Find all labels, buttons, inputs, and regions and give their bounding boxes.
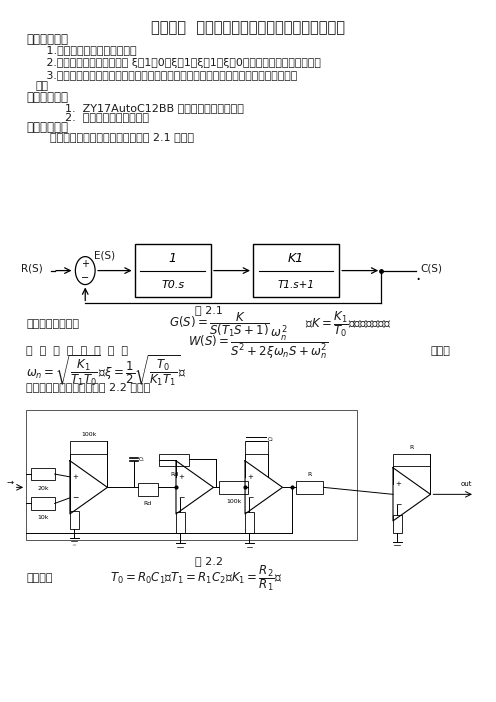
Text: 其  闭  环  传  递  函  数  为: 其 闭 环 传 递 函 数 为: [26, 346, 128, 356]
Text: 取二阶系统的模拟电路如图 2.2 所示：: 取二阶系统的模拟电路如图 2.2 所示：: [26, 383, 150, 392]
FancyBboxPatch shape: [70, 441, 108, 453]
Text: 2.研究二阶系统分别工作在 ξ＝1，0＜ξ＜1，ξ＞1，ξ＝0等几种状态下的阶跃响应。: 2.研究二阶系统分别工作在 ξ＝1，0＜ξ＜1，ξ＞1，ξ＝0等几种状态下的阶跃…: [36, 58, 321, 68]
Text: −: −: [179, 494, 185, 503]
Text: 1: 1: [169, 251, 177, 265]
Text: $\omega_n = \sqrt{\dfrac{K_1}{T_1T_0}}$，$\xi = \dfrac{1}{2}\sqrt{\dfrac{T_0}{K_1: $\omega_n = \sqrt{\dfrac{K_1}{T_1T_0}}$，…: [26, 353, 186, 388]
Text: ，其中: ，其中: [431, 346, 450, 356]
Text: 实验室二  二阶系统的阶跃响应及稳定性分析实验: 实验室二 二阶系统的阶跃响应及稳定性分析实验: [151, 20, 345, 35]
FancyBboxPatch shape: [393, 515, 402, 533]
Text: 二、实验内容: 二、实验内容: [26, 91, 68, 104]
Text: 四、实验原理: 四、实验原理: [26, 121, 68, 134]
Text: 图 2.2: 图 2.2: [194, 556, 223, 566]
Text: +: +: [81, 258, 89, 269]
Text: +: +: [396, 481, 402, 486]
Text: C(S): C(S): [421, 263, 442, 274]
Text: 1.  ZY17AutoC12BB 自动控制原理实验箱。: 1. ZY17AutoC12BB 自动控制原理实验箱。: [51, 102, 244, 112]
Text: .: .: [416, 266, 421, 284]
Text: $G(S) = \dfrac{K}{S(T_1S+1)}$: $G(S) = \dfrac{K}{S(T_1S+1)}$: [169, 310, 270, 339]
Text: 一、实验目的: 一、实验目的: [26, 34, 68, 46]
FancyBboxPatch shape: [176, 512, 185, 533]
Text: 1.熟悉二阶模拟系统的组成。: 1.熟悉二阶模拟系统的组成。: [36, 46, 136, 55]
Text: Rd: Rd: [144, 501, 152, 506]
Text: ，$K = \dfrac{K_1}{T_0}$，为开环增益。: ，$K = \dfrac{K_1}{T_0}$，为开环增益。: [305, 310, 391, 339]
Text: Rd: Rd: [170, 472, 178, 477]
FancyBboxPatch shape: [31, 497, 55, 510]
FancyBboxPatch shape: [245, 512, 254, 533]
Text: C₁: C₁: [139, 457, 145, 462]
FancyBboxPatch shape: [31, 468, 55, 480]
FancyBboxPatch shape: [393, 453, 431, 466]
FancyBboxPatch shape: [296, 481, 323, 494]
Text: −: −: [72, 494, 79, 503]
Text: out: out: [461, 482, 472, 487]
Text: −: −: [248, 494, 254, 503]
Text: +: +: [248, 474, 253, 479]
Text: 3.学习掌握动态性能指标的测试方法，研究典型系统参数对系统动态性能和稳定性的影: 3.学习掌握动态性能指标的测试方法，研究典型系统参数对系统动态性能和稳定性的影: [36, 70, 297, 81]
Text: →: →: [7, 477, 14, 486]
FancyBboxPatch shape: [159, 453, 189, 466]
Text: −: −: [81, 272, 89, 283]
Text: −: −: [395, 501, 402, 510]
Text: 典型二阶系统的方法块结构图如图 2.1 所示：: 典型二阶系统的方法块结构图如图 2.1 所示：: [36, 132, 194, 142]
Text: +: +: [179, 474, 185, 479]
FancyBboxPatch shape: [137, 483, 158, 496]
FancyBboxPatch shape: [134, 244, 211, 297]
Text: E(S): E(S): [94, 250, 116, 260]
Text: $T_0 = R_0C_1$，$T_1 = R_1C_2$，$K_1 = \dfrac{R_2}{R_1}$。: $T_0 = R_0C_1$，$T_1 = R_1C_2$，$K_1 = \df…: [110, 563, 282, 593]
Text: +: +: [72, 474, 78, 479]
Text: R(S): R(S): [21, 263, 43, 274]
Text: 该电路中: 该电路中: [26, 574, 53, 583]
FancyBboxPatch shape: [70, 511, 79, 529]
Text: 100k: 100k: [81, 432, 96, 437]
Text: $W(S) = \dfrac{\omega_n^2}{S^2 + 2\xi\omega_n S + \omega_n^2}$: $W(S) = \dfrac{\omega_n^2}{S^2 + 2\xi\om…: [187, 324, 328, 362]
Text: 10k: 10k: [37, 515, 49, 520]
Text: 其开环传递函数为: 其开环传递函数为: [26, 319, 79, 329]
Text: 20k: 20k: [37, 486, 49, 491]
Text: C₂: C₂: [268, 437, 274, 442]
Text: K1: K1: [288, 251, 304, 265]
Text: R: R: [308, 472, 312, 477]
Text: R: R: [410, 444, 414, 449]
FancyBboxPatch shape: [253, 244, 339, 297]
FancyBboxPatch shape: [245, 441, 268, 453]
Text: 2.  双踪低频慢扫示波器。: 2. 双踪低频慢扫示波器。: [51, 112, 149, 122]
Text: 图 2.1: 图 2.1: [194, 305, 223, 315]
Text: T1.s+1: T1.s+1: [278, 279, 314, 289]
Text: T0.s: T0.s: [161, 279, 185, 289]
FancyBboxPatch shape: [219, 481, 248, 494]
Text: 响。: 响。: [36, 81, 49, 91]
Text: 100k: 100k: [226, 499, 242, 504]
